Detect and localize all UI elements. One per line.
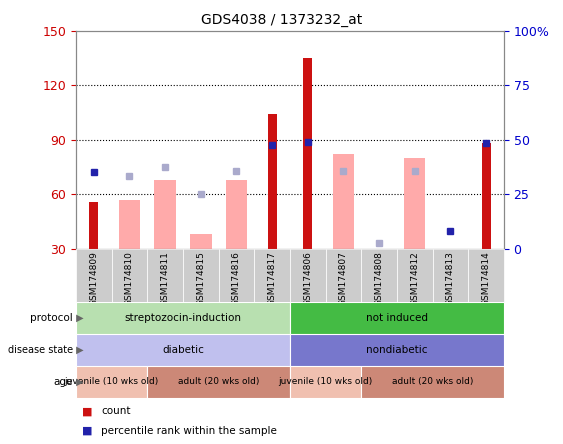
Text: diabetic: diabetic [162, 345, 204, 355]
Bar [76, 366, 148, 398]
Text: GSM174810: GSM174810 [125, 251, 134, 306]
Text: GSM174807: GSM174807 [339, 251, 348, 306]
Text: GDS4038 / 1373232_at: GDS4038 / 1373232_at [201, 13, 362, 28]
Bar [218, 249, 254, 302]
Bar [190, 234, 212, 249]
Bar [290, 302, 504, 334]
Text: GSM174814: GSM174814 [481, 251, 490, 306]
Text: ▶: ▶ [73, 345, 84, 355]
Text: not induced: not induced [366, 313, 428, 323]
Text: percentile rank within the sample: percentile rank within the sample [101, 426, 277, 436]
Bar [290, 249, 325, 302]
Bar [303, 58, 312, 249]
Text: juvenile (10 wks old): juvenile (10 wks old) [279, 377, 373, 386]
Text: juvenile (10 wks old): juvenile (10 wks old) [65, 377, 159, 386]
Bar [76, 249, 111, 302]
Text: GSM174808: GSM174808 [374, 251, 383, 306]
Text: GSM174812: GSM174812 [410, 251, 419, 306]
Bar [361, 366, 504, 398]
Bar [325, 249, 361, 302]
Bar [290, 366, 361, 398]
Bar [90, 202, 99, 249]
Bar [254, 249, 290, 302]
Text: streptozocin-induction: streptozocin-induction [124, 313, 242, 323]
Bar [267, 115, 276, 249]
Bar [119, 200, 140, 249]
Bar [397, 249, 432, 302]
Text: disease state: disease state [8, 345, 73, 355]
Text: GSM174813: GSM174813 [446, 251, 455, 306]
Text: protocol: protocol [30, 313, 73, 323]
Text: GSM174815: GSM174815 [196, 251, 205, 306]
Text: ▶: ▶ [73, 377, 84, 387]
Bar [76, 302, 290, 334]
Text: count: count [101, 406, 131, 416]
Bar [183, 249, 218, 302]
Bar [148, 366, 290, 398]
Text: ▶: ▶ [73, 313, 84, 323]
Bar [76, 334, 290, 366]
Bar [468, 249, 504, 302]
Text: adult (20 wks old): adult (20 wks old) [178, 377, 260, 386]
Text: adult (20 wks old): adult (20 wks old) [392, 377, 473, 386]
Text: GSM174811: GSM174811 [160, 251, 169, 306]
Bar [333, 155, 354, 249]
Bar [361, 249, 397, 302]
Bar [446, 249, 455, 254]
Bar [226, 180, 247, 249]
Bar [290, 334, 504, 366]
Text: nondiabetic: nondiabetic [366, 345, 428, 355]
Text: ■: ■ [82, 406, 92, 416]
Bar [404, 158, 426, 249]
Bar [148, 249, 183, 302]
Bar [154, 180, 176, 249]
Text: GSM174816: GSM174816 [232, 251, 241, 306]
Text: age: age [54, 377, 73, 387]
Bar [368, 249, 390, 267]
Text: GSM174806: GSM174806 [303, 251, 312, 306]
Text: ■: ■ [82, 426, 92, 436]
Bar [481, 143, 490, 249]
Bar [111, 249, 148, 302]
Text: GSM174817: GSM174817 [267, 251, 276, 306]
Text: GSM174809: GSM174809 [90, 251, 99, 306]
Bar [432, 249, 468, 302]
